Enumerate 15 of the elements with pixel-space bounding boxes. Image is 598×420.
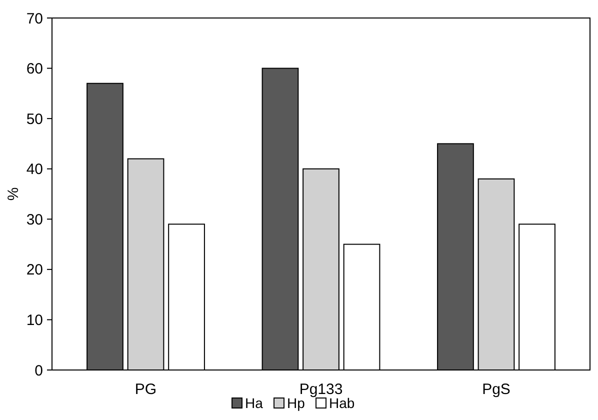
x-tick-label: Pg133 <box>299 381 343 398</box>
y-tick-label: 10 <box>26 312 43 329</box>
y-axis-title: % <box>5 187 22 201</box>
y-tick-label: 70 <box>26 10 43 28</box>
legend-label: Hp <box>287 395 306 411</box>
legend-label: Ha <box>245 395 264 411</box>
y-tick-label: 20 <box>26 262 43 279</box>
y-tick-label: 40 <box>26 161 43 178</box>
y-tick-label: 30 <box>26 211 43 228</box>
y-tick-label: 50 <box>26 110 43 128</box>
x-tick-label: PgS <box>482 381 510 398</box>
x-tick-label: PG <box>134 381 157 398</box>
y-tick-label: 60 <box>26 60 43 78</box>
legend-label: Hab <box>329 395 355 411</box>
y-tick-label: 0 <box>34 362 43 380</box>
